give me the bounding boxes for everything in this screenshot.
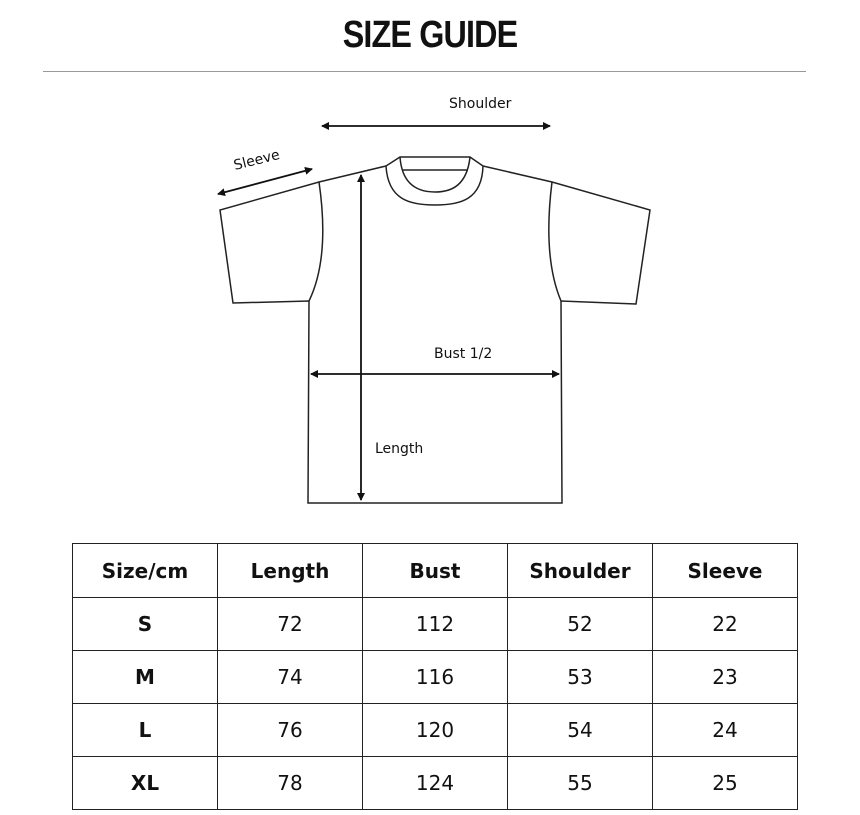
bust-cell: 120 [362,703,508,757]
table-row: L 76 120 54 24 [72,703,798,757]
bust-cell: 124 [362,756,508,810]
size-cell: M [72,650,218,704]
table-row: M 74 116 53 23 [72,650,798,704]
table-row: S 72 112 52 22 [72,597,798,651]
sleeve-label: Sleeve [232,147,281,174]
sleeve-arrow [217,166,313,197]
page-title: SIZE GUIDE [342,14,518,56]
size-cell: XL [72,756,218,810]
shoulder-label: Shoulder [449,96,512,112]
sleeve-cell: 24 [652,703,798,757]
shoulder-cell: 52 [507,597,653,651]
tshirt-diagram: Shoulder Sleeve Bust 1/2 Length [217,96,651,504]
sleeve-cell: 25 [652,756,798,810]
shoulder-cell: 55 [507,756,653,810]
length-cell: 78 [217,756,363,810]
sleeve-cell: 22 [652,597,798,651]
bust-cell: 116 [362,650,508,704]
header-bust: Bust [362,543,508,598]
divider [43,71,806,72]
size-cell: S [72,597,218,651]
shoulder-cell: 54 [507,703,653,757]
sleeve-cell: 23 [652,650,798,704]
shoulder-cell: 53 [507,650,653,704]
size-cell: L [72,703,218,757]
header-sleeve: Sleeve [652,543,798,598]
length-cell: 72 [217,597,363,651]
header-length: Length [217,543,363,598]
table-row: XL 78 124 55 25 [72,756,798,810]
bust-label: Bust 1/2 [434,346,492,362]
header-shoulder: Shoulder [507,543,653,598]
length-label: Length [375,441,423,457]
bust-cell: 112 [362,597,508,651]
length-cell: 74 [217,650,363,704]
table-header-row: Size/cm Length Bust Shoulder Sleeve [72,543,798,598]
length-cell: 76 [217,703,363,757]
header-size: Size/cm [72,543,218,598]
size-table: Size/cm Length Bust Shoulder Sleeve S 72… [72,543,798,810]
tshirt-outline [219,156,651,504]
